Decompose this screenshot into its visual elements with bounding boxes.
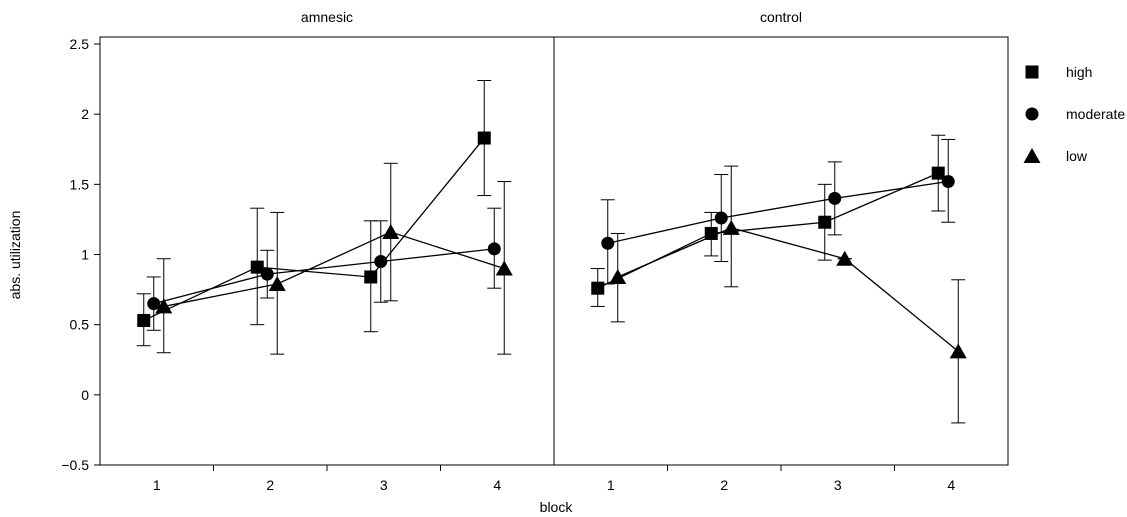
data-point-triangle — [495, 260, 513, 276]
marks-layer — [136, 80, 967, 424]
legend-marker-circle — [1025, 107, 1039, 121]
series-high — [590, 134, 946, 307]
data-point-square — [250, 260, 264, 274]
series-line — [153, 248, 495, 305]
x-tick-label: 1 — [607, 477, 615, 493]
y-tick-label: 0 — [81, 387, 89, 403]
y-tick-label: 2 — [81, 106, 89, 122]
x-axis-label: block — [540, 499, 574, 515]
data-point-circle — [260, 267, 274, 281]
x-tick-label: 3 — [834, 477, 842, 493]
series-line — [607, 180, 949, 244]
x-tick-label: 4 — [493, 477, 501, 493]
legend-label: low — [1066, 148, 1088, 164]
panel-0: amnesic 1 2 3 4 — [99, 9, 555, 493]
data-point-triangle — [155, 298, 173, 314]
x-tick-label: 1 — [153, 477, 161, 493]
series-moderate — [146, 207, 502, 331]
data-point-square — [364, 270, 378, 284]
series-line — [163, 231, 505, 308]
y-tick-label: −0.5 — [61, 457, 89, 473]
data-point-triangle — [836, 250, 854, 266]
legend-marker-triangle — [1023, 148, 1041, 163]
data-point-circle — [714, 211, 728, 225]
series-high — [136, 80, 492, 347]
data-point-triangle — [609, 268, 627, 284]
legend-label: high — [1066, 64, 1092, 80]
panel-frame — [553, 36, 1009, 466]
x-tick-label: 2 — [720, 477, 728, 493]
panel-title: amnesic — [301, 9, 353, 25]
legend-label: moderate — [1066, 106, 1125, 122]
legend-marker-square — [1025, 65, 1039, 79]
panel-1: control 1 2 3 4 — [553, 9, 1009, 493]
data-point-triangle — [268, 275, 286, 291]
series-moderate — [600, 138, 956, 285]
y-tick-label: 2.5 — [70, 36, 90, 52]
y-tick-label: 0.5 — [70, 317, 90, 333]
data-point-triangle — [382, 224, 400, 240]
x-tick-label: 2 — [266, 477, 274, 493]
data-point-circle — [601, 236, 615, 250]
data-point-circle — [374, 255, 388, 269]
panel-frame — [99, 36, 555, 466]
data-point-circle — [828, 191, 842, 205]
data-point-triangle — [722, 219, 740, 235]
panels-layer: −0.5 0 0.5 1 1.5 2 2.5 amnesic 1 2 3 4 control 1 2 3 4 — [61, 9, 1009, 493]
data-point-square — [704, 226, 718, 240]
data-point-circle — [147, 297, 161, 311]
series-line — [617, 227, 959, 352]
data-point-square — [137, 313, 151, 327]
y-axis: −0.5 0 0.5 1 1.5 2 2.5 — [61, 36, 100, 473]
data-point-square — [818, 215, 832, 229]
series-low — [155, 162, 513, 355]
data-point-circle — [487, 242, 501, 256]
series-line — [143, 137, 485, 322]
data-point-circle — [941, 175, 955, 189]
panel-title: control — [760, 9, 802, 25]
x-tick-label: 3 — [380, 477, 388, 493]
y-tick-label: 1 — [81, 247, 89, 263]
data-point-square — [477, 131, 491, 145]
data-point-square — [931, 166, 945, 180]
legend-item-low: low — [1023, 148, 1088, 164]
data-point-triangle — [949, 343, 967, 359]
y-tick-label: 1.5 — [70, 176, 90, 192]
legend: high moderate low — [1023, 64, 1125, 164]
x-tick-label: 4 — [947, 477, 955, 493]
series-low — [609, 165, 967, 424]
y-axis-label: abs. utilization — [7, 211, 23, 300]
legend-item-moderate: moderate — [1025, 106, 1125, 122]
legend-item-high: high — [1025, 64, 1092, 80]
data-point-square — [591, 281, 605, 295]
